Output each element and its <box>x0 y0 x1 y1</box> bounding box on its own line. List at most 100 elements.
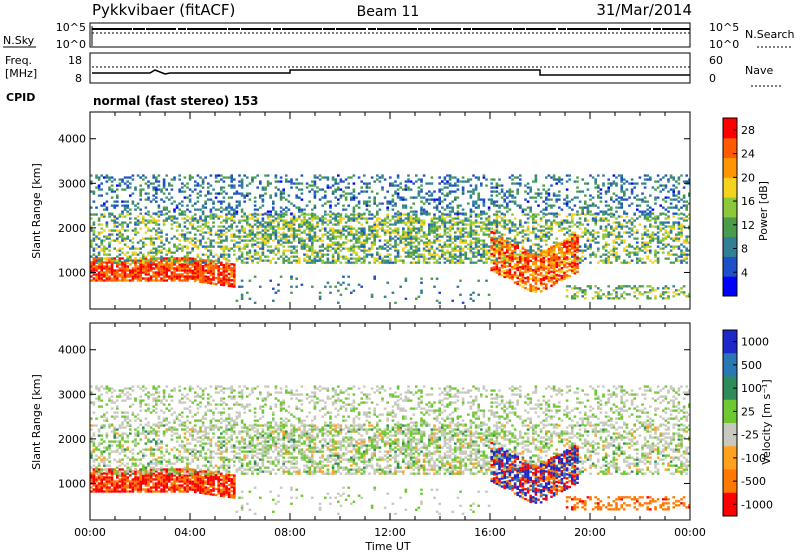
power-cell <box>587 213 590 215</box>
power-cell <box>100 269 103 271</box>
power-cell <box>249 249 252 251</box>
power-cell <box>589 198 592 200</box>
power-cell <box>134 221 137 223</box>
power-cell <box>527 213 530 215</box>
power-cell <box>160 256 163 258</box>
power-cell <box>563 252 566 254</box>
power-cell <box>392 237 395 239</box>
power-cell <box>488 233 491 235</box>
power-cell <box>493 204 496 206</box>
power-cell <box>126 237 129 239</box>
power-cell <box>191 276 194 278</box>
power-cell <box>212 215 215 217</box>
power-cell <box>259 286 262 288</box>
power-cell <box>347 217 350 219</box>
power-cell <box>124 215 127 217</box>
power-cell <box>381 229 384 231</box>
power-cell <box>329 215 332 217</box>
power-cell <box>345 256 348 258</box>
power-cell <box>592 217 595 219</box>
power-cell <box>498 247 501 249</box>
power-cell <box>358 221 361 223</box>
power-cell <box>290 256 293 258</box>
power-cell <box>568 200 571 202</box>
power-cell <box>103 249 106 251</box>
power-cell <box>290 202 293 204</box>
power-cell <box>158 213 161 215</box>
power-cell <box>350 249 353 251</box>
power-cell <box>548 270 551 272</box>
power-cell <box>108 279 111 281</box>
power-cell <box>293 260 296 262</box>
power-cell <box>163 265 166 267</box>
power-cell <box>303 241 306 243</box>
power-cell <box>290 223 293 225</box>
power-cell <box>303 217 306 219</box>
power-cell <box>321 235 324 237</box>
power-cell <box>415 219 418 221</box>
power-cell <box>394 180 397 182</box>
power-cell <box>95 275 98 277</box>
power-cell <box>615 297 618 299</box>
power-cell <box>137 271 140 273</box>
power-cell <box>191 249 194 251</box>
power-cell <box>191 278 194 280</box>
power-cell <box>470 298 473 300</box>
power-cell <box>607 213 610 215</box>
power-cell <box>93 192 96 194</box>
power-cell <box>459 249 462 251</box>
power-cell <box>113 239 116 241</box>
power-cell <box>108 243 111 245</box>
power-cell <box>457 286 460 288</box>
power-cell <box>254 254 257 256</box>
power-cell <box>145 256 148 258</box>
power-cell <box>163 208 166 210</box>
power-cell <box>607 291 610 293</box>
power-cell <box>496 252 499 254</box>
power-cell <box>561 253 564 255</box>
power-cell <box>165 249 168 251</box>
power-cell <box>204 206 207 208</box>
power-cell <box>483 198 486 200</box>
power-cell <box>303 208 306 210</box>
power-cell <box>121 221 124 223</box>
power-cell <box>137 221 140 223</box>
power-cell <box>178 275 181 277</box>
power-cell <box>347 225 350 227</box>
power-cell <box>407 180 410 182</box>
power-cell <box>618 258 621 260</box>
power-cell <box>568 265 571 267</box>
power-cell <box>202 186 205 188</box>
power-cell <box>514 235 517 237</box>
power-cell <box>355 231 358 233</box>
power-cell <box>540 258 543 260</box>
power-cell <box>285 256 288 258</box>
power-cell <box>444 245 447 247</box>
power-cell <box>509 269 512 271</box>
power-cell <box>446 194 449 196</box>
power-cell <box>204 277 207 279</box>
power-cell <box>579 249 582 251</box>
freq-left-tick-top: 18 <box>68 54 82 67</box>
power-cell <box>126 229 129 231</box>
power-cell <box>158 188 161 190</box>
power-cell <box>542 229 545 231</box>
power-cell <box>529 252 532 254</box>
power-cell <box>480 229 483 231</box>
power-cell <box>493 223 496 225</box>
power-cell <box>563 264 566 266</box>
power-cell <box>262 233 265 235</box>
power-cell <box>470 245 473 247</box>
power-cell <box>581 289 584 291</box>
power-cell <box>407 174 410 176</box>
power-cell <box>199 267 202 269</box>
power-cell <box>618 243 621 245</box>
power-cell <box>290 241 293 243</box>
power-cell <box>150 262 153 264</box>
power-cell <box>100 227 103 229</box>
power-cell <box>340 256 343 258</box>
power-cell <box>249 239 252 241</box>
power-cell <box>272 215 275 217</box>
power-cell <box>623 225 626 227</box>
power-cell <box>186 267 189 269</box>
